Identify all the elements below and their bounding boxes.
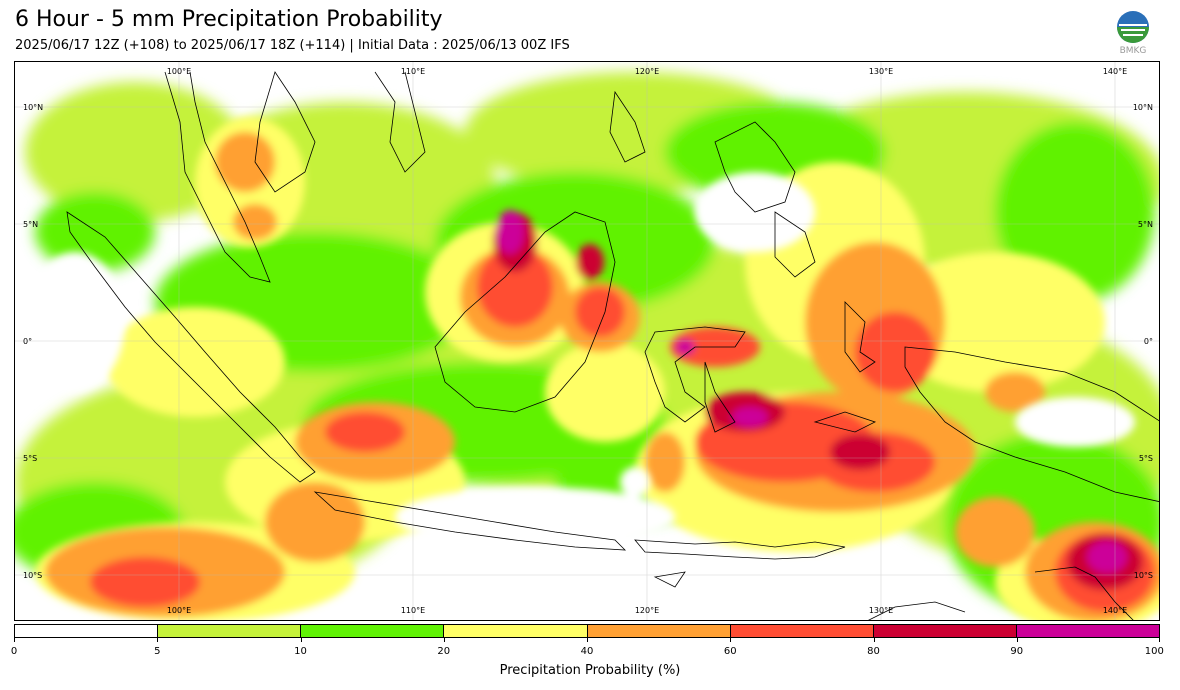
graticule [15,62,1159,620]
colorbar-tick-label: 5 [154,646,161,657]
colorbar-segment [301,625,445,637]
bmkg-logo: BMKG [1114,10,1152,56]
colorbar-segment [730,625,874,637]
colorbar-segment [873,625,1017,637]
probability-field [15,62,1159,620]
lon-label: 130°E [869,67,893,76]
lat-label: 10°S [23,571,42,580]
map-title: 6 Hour - 5 mm Precipitation Probability [15,7,443,32]
longitude-labels-top: 100°E 110°E 120°E 130°E 140°E [167,67,1127,76]
colorbar-tick-mark [443,638,445,642]
colorbar-tick-label: 10 [294,646,307,657]
colorbar-tick-mark [730,638,732,642]
colorbar-tick-label: 90 [1010,646,1024,657]
colorbar-tick-label: 100 [1144,646,1164,657]
lon-label: 140°E [1103,67,1127,76]
lat-label: 5°N [1138,220,1153,229]
colorbar [14,624,1160,638]
longitude-labels-bottom: 100°E 110°E 120°E 130°E 140°E [167,606,1127,615]
colorbar-tick-mark [587,638,588,642]
lat-label: 5°S [1139,454,1153,463]
map-canvas: 100°E 110°E 120°E 130°E 140°E 100°E 110°… [15,62,1159,620]
svg-text:BMKG: BMKG [1120,46,1147,56]
colorbar-tick-mark [157,638,159,642]
latitude-labels-left: 10°N 5°N 0° 5°S 10°S [23,103,43,580]
lon-label: 120°E [635,606,659,615]
colorbar-tick-mark [14,638,15,642]
precipitation-map: 100°E 110°E 120°E 130°E 140°E 100°E 110°… [14,61,1160,621]
coastlines [66,71,1159,620]
lon-label: 140°E [1103,606,1127,615]
colorbar-segment [15,625,159,637]
lat-label: 10°S [1134,571,1153,580]
lat-label: 5°S [23,454,37,463]
colorbar-tick-label: 80 [867,646,880,657]
lat-label: 0° [23,337,32,346]
map-subtitle: 2025/06/17 12Z (+108) to 2025/06/17 18Z … [15,38,570,53]
colorbar-segment [158,625,302,637]
colorbar-tick-mark [873,638,875,642]
colorbar-label: Precipitation Probability (%) [499,663,681,678]
lon-label: 100°E [167,67,191,76]
lat-label: 0° [1144,337,1153,346]
colorbar-tick-label: 20 [437,646,451,657]
lat-label: 10°N [1133,103,1153,112]
colorbar-tick-label: 40 [580,646,594,657]
colorbar-segment [587,625,731,637]
colorbar-segment [444,625,588,637]
lon-label: 100°E [167,606,191,615]
colorbar-tick-label: 0 [10,646,18,657]
lon-label: 110°E [401,606,425,615]
colorbar-tick-mark [1016,638,1018,642]
lon-label: 110°E [401,67,425,76]
colorbar-tick-mark [1159,638,1160,642]
lat-label: 10°N [23,103,43,112]
colorbar-tick-mark [300,638,302,642]
latitude-labels-right: 10°N 5°N 0° 5°S 10°S [1133,103,1153,580]
bmkg-logo-icon: BMKG [1117,11,1149,56]
lon-label: 130°E [869,606,893,615]
colorbar-segment [1016,625,1159,637]
colorbar-tick-label: 60 [723,646,737,657]
lon-label: 120°E [635,67,659,76]
lat-label: 5°N [23,220,38,229]
